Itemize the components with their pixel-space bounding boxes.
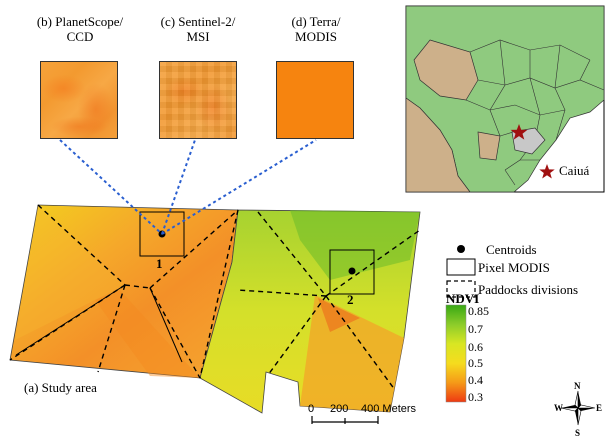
sentinel-thumbnail	[159, 61, 237, 139]
modis-pixel-2	[329, 249, 375, 295]
ndvi-tick-5: 0.3	[468, 390, 483, 404]
west-letter: W	[554, 403, 563, 413]
ndvi-tick-0: 0.85	[468, 304, 489, 318]
inset-location-label: Caiuá	[559, 163, 590, 178]
right-field-red-zone	[318, 298, 360, 332]
modis-pixel-1	[139, 211, 185, 257]
study-area-label: (a) Study area	[24, 380, 97, 395]
scale-label-0: 0	[308, 403, 315, 415]
centroid-2	[348, 267, 356, 275]
modis-thumbnail	[276, 61, 354, 139]
ndvi-title: NDVI	[446, 291, 480, 306]
sentinel-title: (c) Sentinel-2/ MSI	[160, 14, 236, 44]
ndvi-tick-4: 0.4	[468, 373, 483, 387]
left-field-shade	[95, 290, 200, 378]
scale-bar	[311, 416, 379, 424]
right-field-green-zone	[290, 210, 420, 280]
legend-pixel-modis: Pixel MODIS	[478, 260, 550, 275]
ndvi-tick-2: 0.6	[468, 340, 483, 354]
legend-centroid-symbol	[457, 245, 465, 253]
legend-pixel-symbol	[446, 258, 476, 276]
inset-legend-star-icon	[539, 164, 555, 179]
legend-paddocks: Paddocks divisions	[478, 282, 579, 297]
pixel-label-1: 1	[156, 256, 163, 271]
north-arrow	[560, 390, 596, 426]
scale-label-200: 200	[330, 403, 349, 415]
planetscope-title: (b) PlanetScope/ CCD	[36, 14, 124, 44]
field-boundaries	[15, 284, 183, 363]
scale-label-400: 400 Meters	[361, 403, 417, 415]
leader-lines	[59, 139, 317, 235]
east-letter: E	[596, 403, 603, 413]
ndvi-tick-3: 0.5	[468, 356, 483, 370]
pixel-label-2: 2	[347, 292, 354, 307]
left-field-shade-2	[15, 205, 125, 340]
location-star-icon	[510, 124, 528, 140]
ndvi-tick-1: 0.7	[468, 322, 483, 336]
right-field-orange-zone	[300, 295, 404, 412]
south-letter: S	[575, 428, 581, 438]
legend-centroids: Centroids	[486, 242, 537, 257]
legend-paddock-symbol	[446, 280, 476, 298]
inset-map	[405, 5, 605, 193]
ndvi-ramp	[445, 304, 467, 403]
north-letter: N	[574, 381, 581, 391]
planetscope-thumbnail	[40, 61, 118, 139]
modis-title: (d) Terra/ MODIS	[291, 14, 341, 44]
